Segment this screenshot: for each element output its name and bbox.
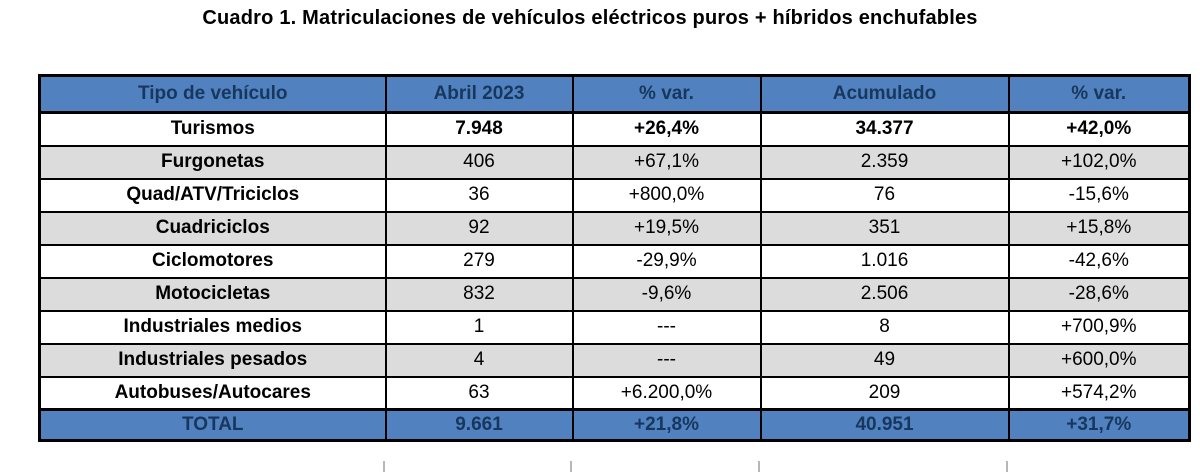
header-row: Tipo de vehículo Abril 2023 % var. Acumu… xyxy=(38,74,1191,114)
cell-var-mes: +26,4% xyxy=(571,111,762,147)
table-body: Turismos 7.948 +26,4% 34.377 +42,0% Furgoneta… xyxy=(38,111,1191,442)
cell-var-acumulado: -28,6% xyxy=(1007,276,1191,312)
cell-acumulado: 209 xyxy=(759,375,1010,411)
cell-abril-2023: 832 xyxy=(384,276,574,312)
row-label: Quad/ATV/Triciclos xyxy=(38,177,387,213)
cell-var-acumulado: -15,6% xyxy=(1007,177,1191,213)
cell-var-mes: +67,1% xyxy=(571,144,762,180)
table-row: Cuadriciclos 92 +19,5% 351 +15,8% xyxy=(38,210,1191,246)
cell-abril-2023: 63 xyxy=(384,375,574,411)
row-label: Turismos xyxy=(38,111,387,147)
cell-abril-2023: 4 xyxy=(384,342,574,378)
table-row: Furgonetas 406 +67,1% 2.359 +102,0% xyxy=(38,144,1191,180)
cell-abril-2023: 9.661 xyxy=(384,408,574,442)
cell-acumulado: 40.951 xyxy=(759,408,1010,442)
col-header-tipo-de-vehiculo: Tipo de vehículo xyxy=(38,74,387,114)
cell-var-mes: -9,6% xyxy=(571,276,762,312)
cell-var-acumulado: +42,0% xyxy=(1007,111,1191,147)
cell-var-mes: +21,8% xyxy=(571,408,762,442)
cell-var-mes: +19,5% xyxy=(571,210,762,246)
cell-acumulado: 34.377 xyxy=(759,111,1010,147)
row-label: Motocicletas xyxy=(38,276,387,312)
table-row: Autobuses/Autocares 63 +6.200,0% 209 +574,2% xyxy=(38,375,1191,411)
cell-acumulado: 2.506 xyxy=(759,276,1010,312)
row-label: TOTAL xyxy=(38,408,387,442)
column-line-stub xyxy=(758,461,760,472)
cell-acumulado: 351 xyxy=(759,210,1010,246)
table-row: Motocicletas 832 -9,6% 2.506 -28,6% xyxy=(38,276,1191,312)
cell-acumulado: 8 xyxy=(759,309,1010,345)
col-header-acumulado: Acumulado xyxy=(759,74,1010,114)
cell-acumulado: 1.016 xyxy=(759,243,1010,279)
page-title: Cuadro 1. Matriculaciones de vehículos e… xyxy=(202,7,978,29)
table-row: Turismos 7.948 +26,4% 34.377 +42,0% xyxy=(38,111,1191,147)
row-label: Autobuses/Autocares xyxy=(38,375,387,411)
row-label: Industriales pesados xyxy=(38,342,387,378)
cell-abril-2023: 1 xyxy=(384,309,574,345)
row-label: Cuadriciclos xyxy=(38,210,387,246)
cell-var-mes: --- xyxy=(571,309,762,345)
cell-var-acumulado: +600,0% xyxy=(1007,342,1191,378)
cell-acumulado: 2.359 xyxy=(759,144,1010,180)
cell-var-acumulado: +700,9% xyxy=(1007,309,1191,345)
cell-abril-2023: 279 xyxy=(384,243,574,279)
cell-var-acumulado: -42,6% xyxy=(1007,243,1191,279)
table-row: Quad/ATV/Triciclos 36 +800,0% 76 -15,6% xyxy=(38,177,1191,213)
row-label: Ciclomotores xyxy=(38,243,387,279)
cell-var-mes: --- xyxy=(571,342,762,378)
row-label: Industriales medios xyxy=(38,309,387,345)
col-header-var-mes: % var. xyxy=(571,74,762,114)
col-header-var-acumulado: % var. xyxy=(1007,74,1191,114)
row-label: Furgonetas xyxy=(38,144,387,180)
registrations-table: Tipo de vehículo Abril 2023 % var. Acumu… xyxy=(38,74,1191,442)
table-header: Tipo de vehículo Abril 2023 % var. Acumu… xyxy=(38,74,1191,114)
cell-var-mes: +800,0% xyxy=(571,177,762,213)
cell-acumulado: 76 xyxy=(759,177,1010,213)
cell-abril-2023: 92 xyxy=(384,210,574,246)
cell-var-acumulado: +574,2% xyxy=(1007,375,1191,411)
cell-abril-2023: 7.948 xyxy=(384,111,574,147)
cell-var-acumulado: +102,0% xyxy=(1007,144,1191,180)
cell-abril-2023: 36 xyxy=(384,177,574,213)
table-row: Industriales pesados 4 --- 49 +600,0% xyxy=(38,342,1191,378)
cell-var-acumulado: +15,8% xyxy=(1007,210,1191,246)
column-line-stub xyxy=(1006,461,1008,472)
table-row: Industriales medios 1 --- 8 +700,9% xyxy=(38,309,1191,345)
total-row: TOTAL 9.661 +21,8% 40.951 +31,7% xyxy=(38,408,1191,442)
cell-var-acumulado: +31,7% xyxy=(1007,408,1191,442)
cell-var-mes: +6.200,0% xyxy=(571,375,762,411)
cell-acumulado: 49 xyxy=(759,342,1010,378)
col-header-abril-2023: Abril 2023 xyxy=(384,74,574,114)
cell-var-mes: -29,9% xyxy=(571,243,762,279)
column-line-stub xyxy=(570,461,572,472)
table-row: Ciclomotores 279 -29,9% 1.016 -42,6% xyxy=(38,243,1191,279)
column-line-stub xyxy=(383,461,385,472)
cell-abril-2023: 406 xyxy=(384,144,574,180)
